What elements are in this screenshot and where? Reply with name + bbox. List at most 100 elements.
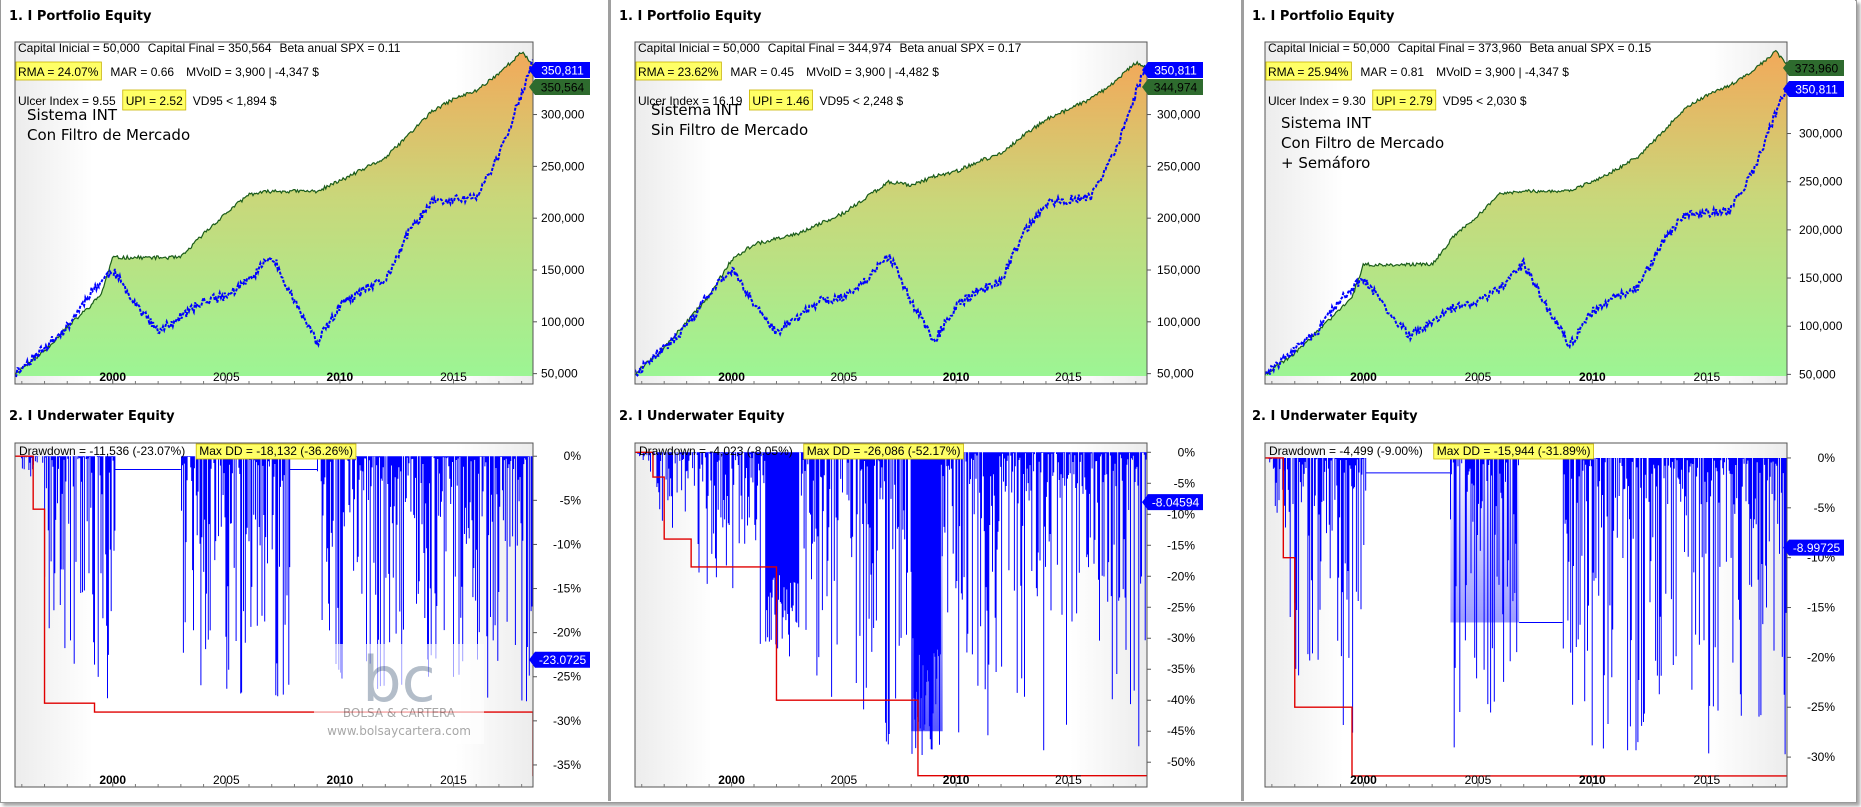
equity-value-badge-label: 373,960 [1795,62,1839,76]
equity-line-sistema-int [1265,49,1787,376]
equity-x-tick-label: 2000 [1350,370,1377,384]
panel-svg: 1. I Portfolio Equity Capital Inicial = 5… [1252,9,1844,788]
max-dd-label: Max DD = -26,086 (-52.17%) [807,444,961,458]
underwater-flat-fill [1450,457,1520,623]
stat-rma: RMA = 24.07% [18,65,99,79]
equity-y-tick-label: 150,000 [541,263,585,277]
underwater-chart-title: 2. I Underwater Equity [1252,409,1418,424]
equity-chart-title: 1. I Portfolio Equity [9,9,152,24]
underwater-drawdown-spikes [637,452,1147,755]
equity-y-tick-label: 200,000 [1157,211,1201,225]
stat-ulcer: Ulcer Index = 9.55 [18,94,116,108]
underwater-y-tick-label: -30% [553,714,581,728]
equity-x-tick-label: 2010 [327,370,354,384]
equity-line-spx [635,64,1147,377]
stat-mvold: MVolD = 3,900 | -4,347 $ [1436,65,1569,79]
equity-x-tick-label: 2000 [718,370,745,384]
max-dd-highlight [1433,443,1594,460]
underwater-y-tick-label: -45% [1167,724,1195,738]
underwater-x-tick-label: 2000 [99,773,126,787]
equity-x-tick-label: 2010 [943,370,970,384]
underwater-value-badge-label: -23.0725 [539,653,587,667]
system-label-line: Sin Filtro de Mercado [651,121,808,139]
underwater-y-tick-label: -15% [1167,538,1195,552]
equity-value-badge [529,62,590,78]
panel-system-sin-filtro: 1. I Portfolio Equity Capital Inicial = 5… [611,0,1241,801]
stat-ulcer: Ulcer Index = 16.19 [638,94,743,108]
underwater-y-tick-label: 0% [1818,451,1836,465]
equity-x-tick-label: 2015 [440,370,467,384]
equity-area-fill [1265,50,1787,376]
equity-series-group [1265,49,1787,376]
stat-rma: RMA = 23.62% [638,65,719,79]
max-dd-label: Max DD = -15,944 (-31.89%) [1437,444,1591,458]
equity-y-tick-label: 250,000 [541,159,585,173]
equity-y-tick-label: 150,000 [1799,271,1843,285]
underwater-value-badge [1142,494,1203,511]
stat-mar: MAR = 0.66 [110,65,174,79]
equity-y-tick-label: 100,000 [1799,319,1843,333]
stat-vd95: VD95 < 1,894 $ [193,94,277,108]
equity-series-group [15,51,533,378]
stat-mar: MAR = 0.45 [730,65,794,79]
underwater-y-tick-label: -10% [1167,507,1195,521]
underwater-x-tick-label: 2015 [1055,773,1082,787]
underwater-y-tick-label: -30% [1167,631,1195,645]
equity-y-tick-label: 250,000 [1157,159,1201,173]
equity-x-tick-label: 2010 [1579,370,1606,384]
stat-vd95: VD95 < 2,030 $ [1443,94,1527,108]
underwater-plot-border [634,442,1148,788]
underwater-y-tick-label: -25% [1807,700,1835,714]
equity-value-badge-label: 350,811 [1795,83,1838,97]
underwater-y-tick-label: -30% [1807,750,1835,764]
stat-capital-inicial: Capital Inicial = 50,000 [1268,41,1390,55]
underwater-y-tick-label: -25% [553,670,581,684]
stat-capital-inicial: Capital Inicial = 50,000 [638,41,760,55]
equity-line-spx [1265,83,1787,376]
equity-y-tick-label: 300,000 [1799,127,1843,141]
panel-svg: 1. I Portfolio Equity Capital Inicial = 5… [619,9,1203,788]
equity-value-badge-label: 350,811 [1154,64,1197,78]
equity-x-tick-label: 2005 [213,370,240,384]
drawdown-label: Drawdown = -4,499 (-9.00%) [1269,444,1423,458]
equity-y-tick-label: 100,000 [1157,315,1201,329]
underwater-y-tick-label: 0% [564,449,582,463]
stat-capital-inicial: Capital Inicial = 50,000 [18,41,140,55]
equity-value-badge-label: 350,811 [541,64,584,78]
equity-y-tick-label: 200,000 [541,211,585,225]
rma-highlight [635,61,722,81]
panel-separator [1241,0,1244,801]
underwater-x-tick-label: 2010 [1579,773,1606,787]
system-label-line: + Semáforo [1281,154,1370,172]
equity-area-fill [635,61,1147,377]
drawdown-label: Drawdown = -4,023 (-8.05%) [639,444,793,458]
max-dd-highlight [803,443,964,460]
watermark-brand: BOLSA & CARTERA [343,706,456,720]
underwater-y-tick-label: -20% [1807,650,1835,664]
max-dd-label: Max DD = -18,132 (-36.26%) [199,444,353,458]
equity-value-badge [1783,60,1844,76]
equity-plot-border [634,41,1148,385]
equity-y-tick-label: 50,000 [1799,367,1836,381]
equity-y-tick-label: 300,000 [1157,108,1201,122]
equity-y-tick-label: 150,000 [1157,263,1201,277]
upi-highlight [749,89,813,111]
stat-capital-final: Capital Final = 344,974 [768,41,892,55]
equity-line-sistema-int [635,60,1147,376]
watermark-url: www.bolsaycartera.com [327,724,471,738]
underwater-y-tick-label: -20% [1167,569,1195,583]
underwater-plot-border [1264,442,1788,788]
panel-system-con-filtro: 1. I Portfolio Equity Capital Inicial = 5… [1,0,608,801]
underwater-y-tick-label: -35% [553,758,581,772]
underwater-chart-title: 2. I Underwater Equity [9,409,175,424]
equity-y-tick-label: 250,000 [1799,175,1843,189]
equity-line-spx [15,59,533,378]
underwater-series-group [15,455,533,777]
stat-ulcer: Ulcer Index = 9.30 [1268,94,1366,108]
stat-upi: UPI = 2.52 [126,94,183,108]
underwater-y-tick-label: -10% [553,537,581,551]
stat-beta: Beta anual SPX = 0.11 [280,41,401,55]
underwater-y-tick-label: -50% [1167,755,1195,769]
stat-rma: RMA = 25.94% [1268,65,1349,79]
underwater-max-dd-line [15,455,533,777]
